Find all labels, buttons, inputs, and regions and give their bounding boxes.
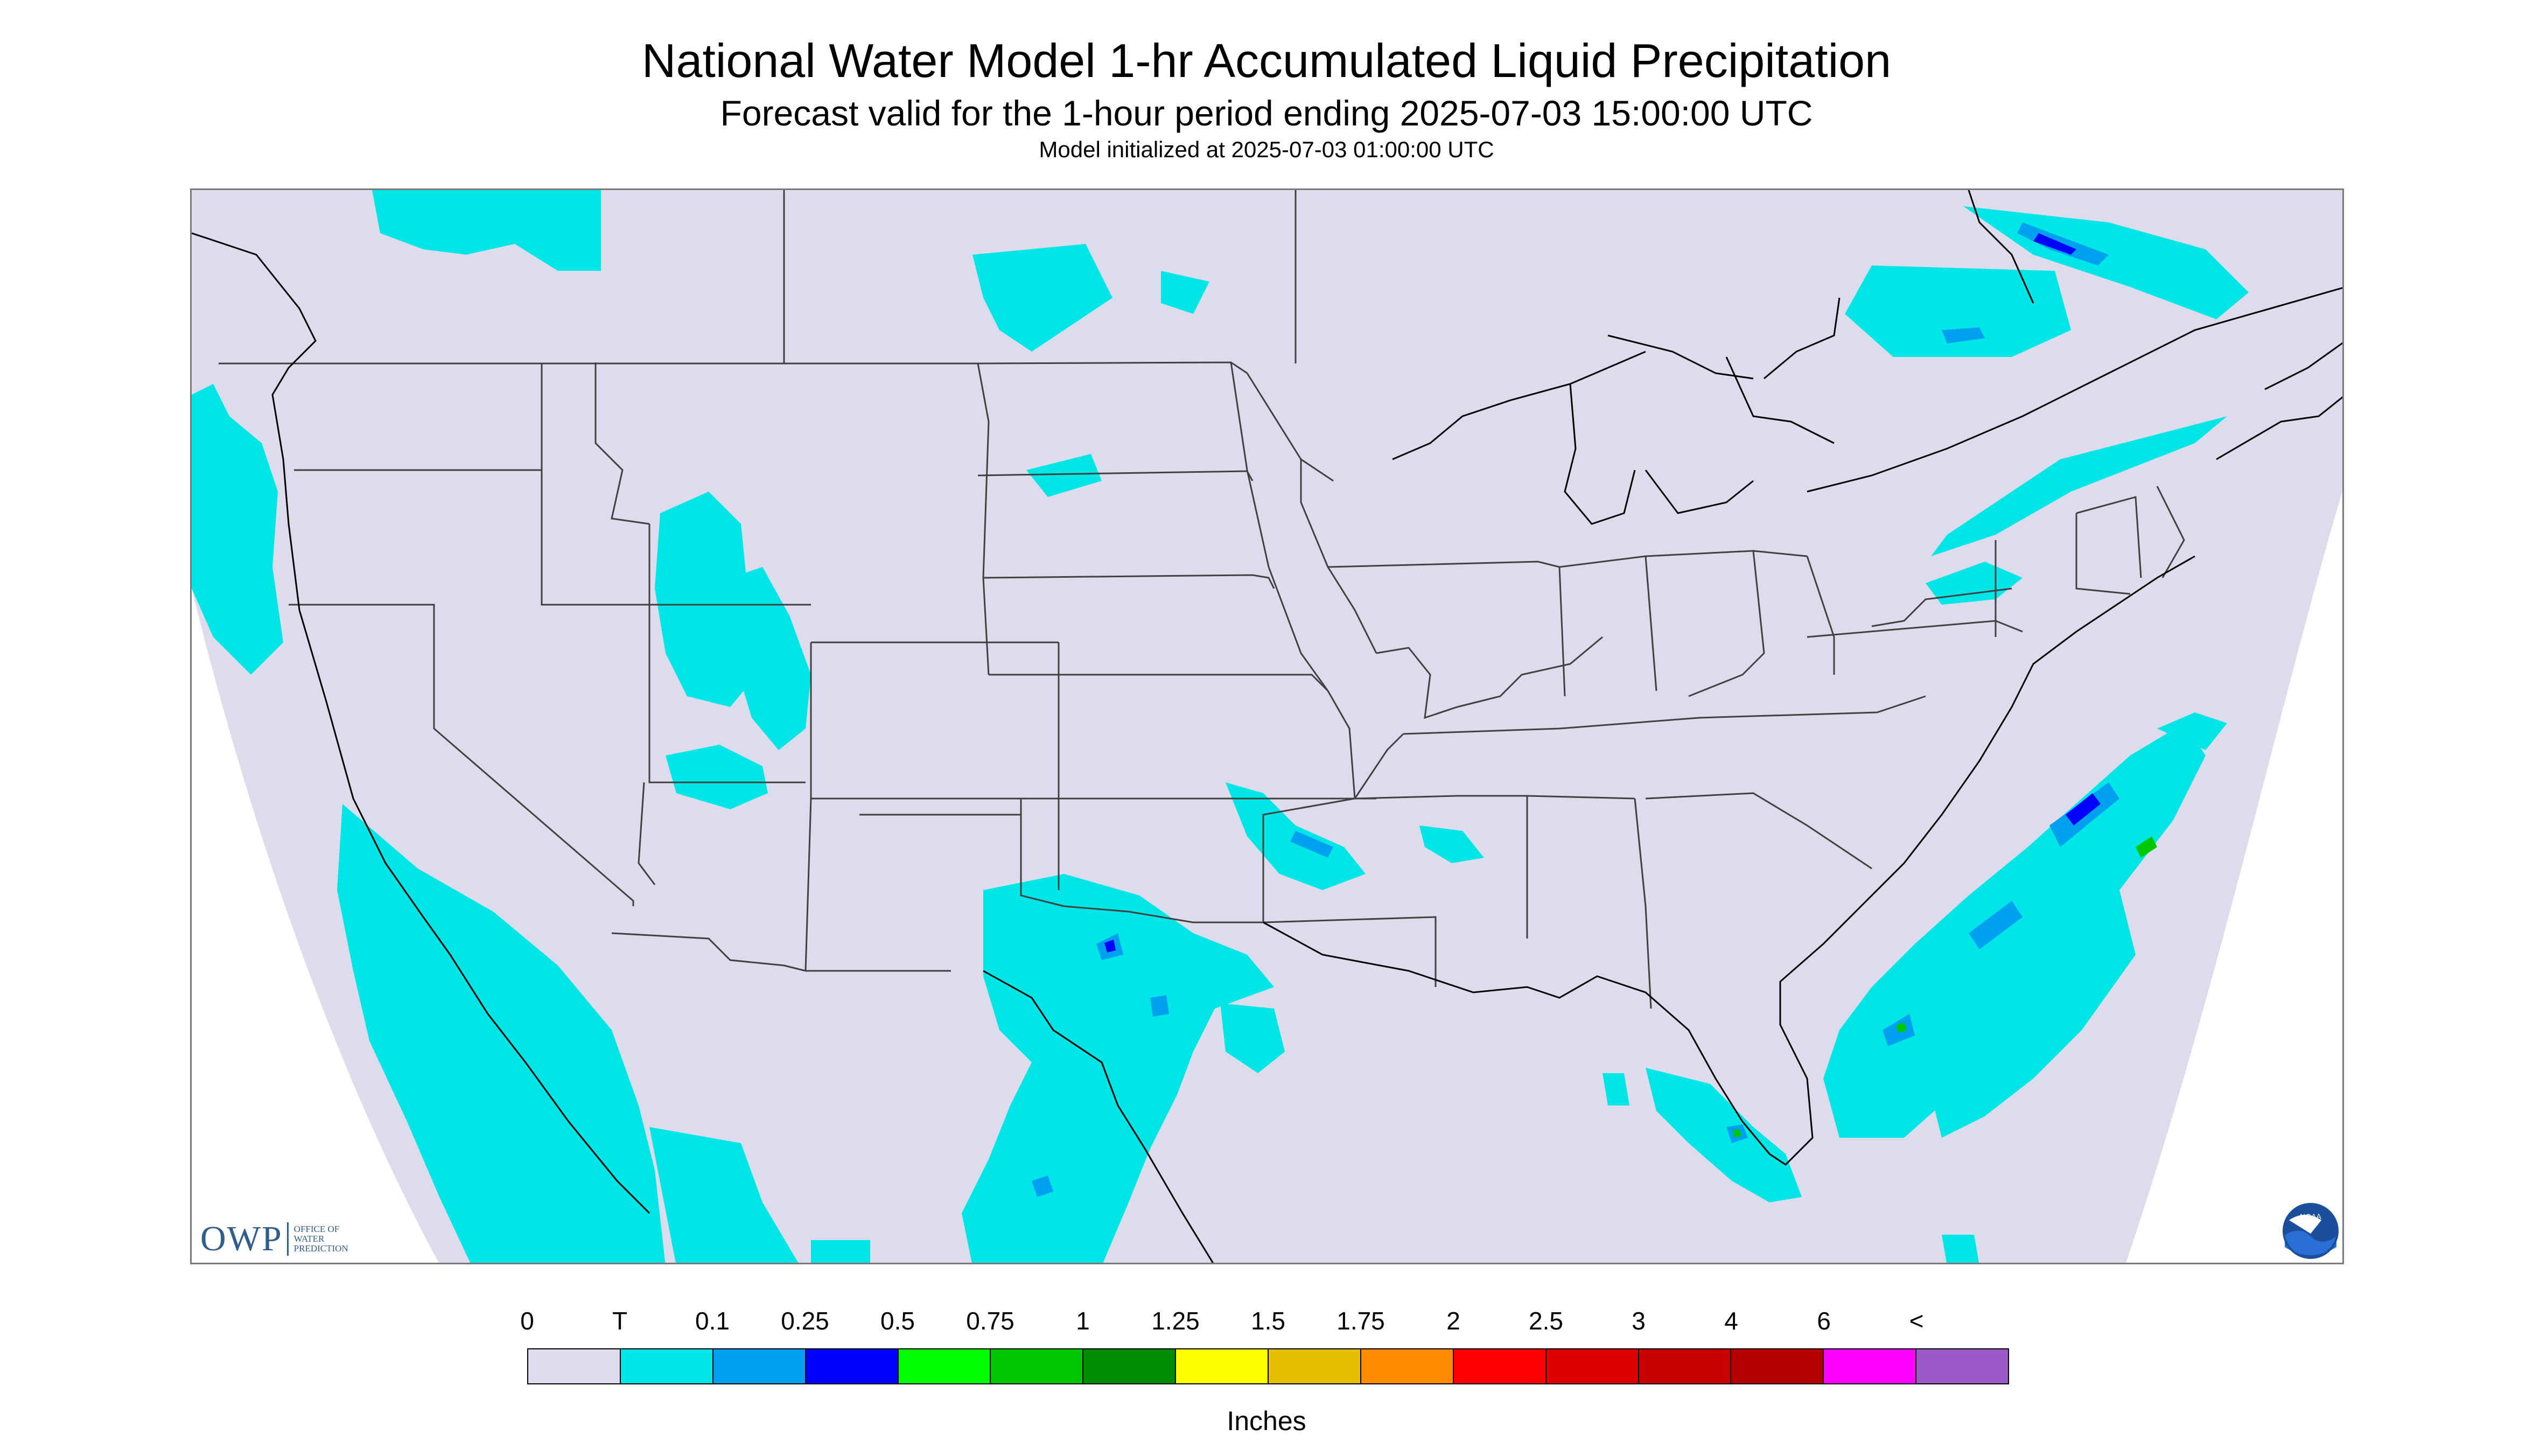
legend-tick-label: 0.25 (781, 1307, 829, 1335)
legend-swatch (528, 1349, 621, 1383)
map-title: National Water Model 1-hr Accumulated Li… (641, 34, 1892, 87)
legend-swatch (1731, 1349, 1824, 1383)
legend-swatch (1083, 1349, 1177, 1383)
legend-tick-label: 1.25 (1151, 1307, 1200, 1335)
legend-swatch (620, 1349, 713, 1383)
legend-tick-label: 0.75 (966, 1307, 1014, 1335)
legend-tick-label: 6 (1817, 1307, 1831, 1335)
state-boundaries (219, 190, 2185, 1009)
legend-tick-label: < (1909, 1307, 1924, 1335)
legend-tick-label: 0 (520, 1307, 534, 1335)
model-domain (192, 190, 2342, 1263)
legend-swatch (1361, 1349, 1454, 1383)
owp-logo-subtitle: OFFICE OF WATER PREDICTION (293, 1224, 348, 1254)
legend-swatch (806, 1349, 899, 1383)
legend-tick-label: 1 (1076, 1307, 1090, 1335)
legend-swatch (1453, 1349, 1547, 1383)
legend-tick-label: 2 (1446, 1307, 1460, 1335)
legend-tick-label: 2.5 (1529, 1307, 1563, 1335)
legend-swatch (713, 1349, 806, 1383)
legend-swatch (1546, 1349, 1639, 1383)
legend-swatch (1269, 1349, 1361, 1383)
legend-tick-label: 1.5 (1251, 1307, 1285, 1335)
legend-swatch (1176, 1349, 1269, 1383)
legend-swatch (898, 1349, 991, 1383)
legend-tick-label: 4 (1724, 1307, 1738, 1335)
legend-units-label: Inches (1227, 1406, 1306, 1436)
legend-swatch (991, 1349, 1084, 1383)
legend-swatch (1639, 1349, 1732, 1383)
legend-tick-label: 3 (1632, 1307, 1646, 1335)
precipitation-map: OWP OFFICE OF WATER PREDICTION NOAA (190, 188, 2344, 1264)
precip-heavy-cells (1032, 222, 2157, 1197)
legend-tick-label: 1.75 (1337, 1307, 1385, 1335)
noaa-logo: NOAA (2283, 1203, 2339, 1259)
owp-logo-divider (286, 1222, 289, 1256)
legend-labels: 0 T 0.1 0.25 0.5 0.75 1 1.25 1.5 1.75 2 2.5 3 4 6 < (506, 1306, 2068, 1339)
svg-text:NOAA: NOAA (2300, 1212, 2321, 1221)
owp-logo: OWP OFFICE OF WATER PREDICTION (200, 1219, 380, 1259)
legend-color-bar (527, 1348, 2009, 1384)
map-subtitle: Forecast valid for the 1-hour period end… (720, 93, 1813, 133)
legend-swatch (1824, 1349, 1917, 1383)
owp-logo-mark: OWP (200, 1219, 283, 1258)
legend-tick-label: T (612, 1307, 628, 1335)
model-init-label: Model initialized at 2025-07-03 01:00:00… (1039, 137, 1494, 162)
legend-tick-label: 0.1 (695, 1307, 730, 1335)
coastlines (192, 190, 2342, 1263)
legend-tick-label: 0.5 (880, 1307, 915, 1335)
legend-swatch (1916, 1349, 2008, 1383)
